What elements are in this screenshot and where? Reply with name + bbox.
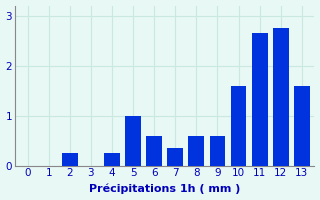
Bar: [125, 116, 141, 166]
Bar: [210, 136, 225, 166]
Bar: [167, 148, 183, 166]
Bar: [294, 86, 310, 166]
Bar: [146, 136, 162, 166]
Bar: [188, 136, 204, 166]
X-axis label: Précipitations 1h ( mm ): Précipitations 1h ( mm ): [89, 184, 240, 194]
Bar: [231, 86, 246, 166]
Bar: [252, 33, 268, 166]
Bar: [273, 28, 289, 166]
Bar: [62, 153, 78, 166]
Bar: [104, 153, 120, 166]
